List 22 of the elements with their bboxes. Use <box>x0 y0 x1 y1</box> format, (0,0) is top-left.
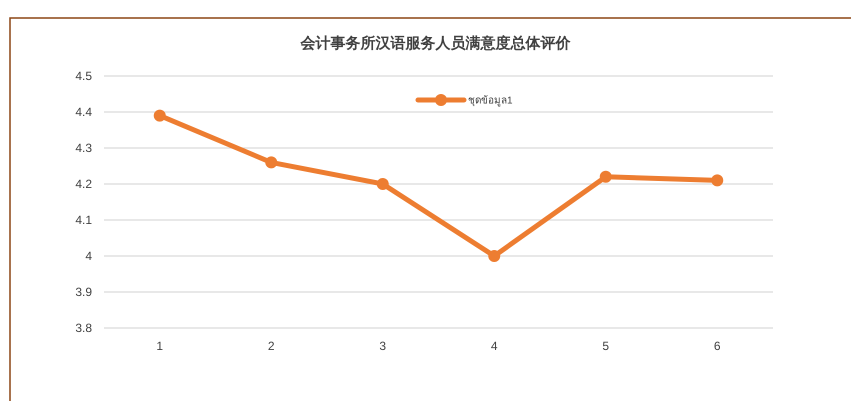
chart-title: 会计事务所汉语服务人员满意度总体评价 <box>300 34 572 52</box>
x-tick-label: 4 <box>490 339 498 353</box>
y-tick-label: 4 <box>85 249 92 264</box>
point <box>265 156 278 168</box>
y-tick-label: 3.9 <box>75 285 92 300</box>
point <box>600 170 612 183</box>
legend-label: ชุดข้อมูล1 <box>468 94 513 106</box>
x-tick-label: 5 <box>602 339 610 353</box>
y-tick-label: 4.2 <box>75 177 92 192</box>
point <box>154 110 166 122</box>
y-tick-label: 4.1 <box>75 213 92 228</box>
point <box>711 174 724 186</box>
y-tick-label: 4.5 <box>75 69 92 84</box>
y-tick-label: 3.8 <box>75 321 92 336</box>
point <box>488 250 500 262</box>
point <box>376 178 389 190</box>
x-tick-label: 2 <box>268 339 275 353</box>
y-tick-label: 4.3 <box>75 141 92 156</box>
x-tick-label: 3 <box>379 339 386 353</box>
x-tick-label: 6 <box>714 339 721 353</box>
y-tick-label: 4.4 <box>75 105 92 120</box>
x-tick-label: 1 <box>156 339 164 353</box>
